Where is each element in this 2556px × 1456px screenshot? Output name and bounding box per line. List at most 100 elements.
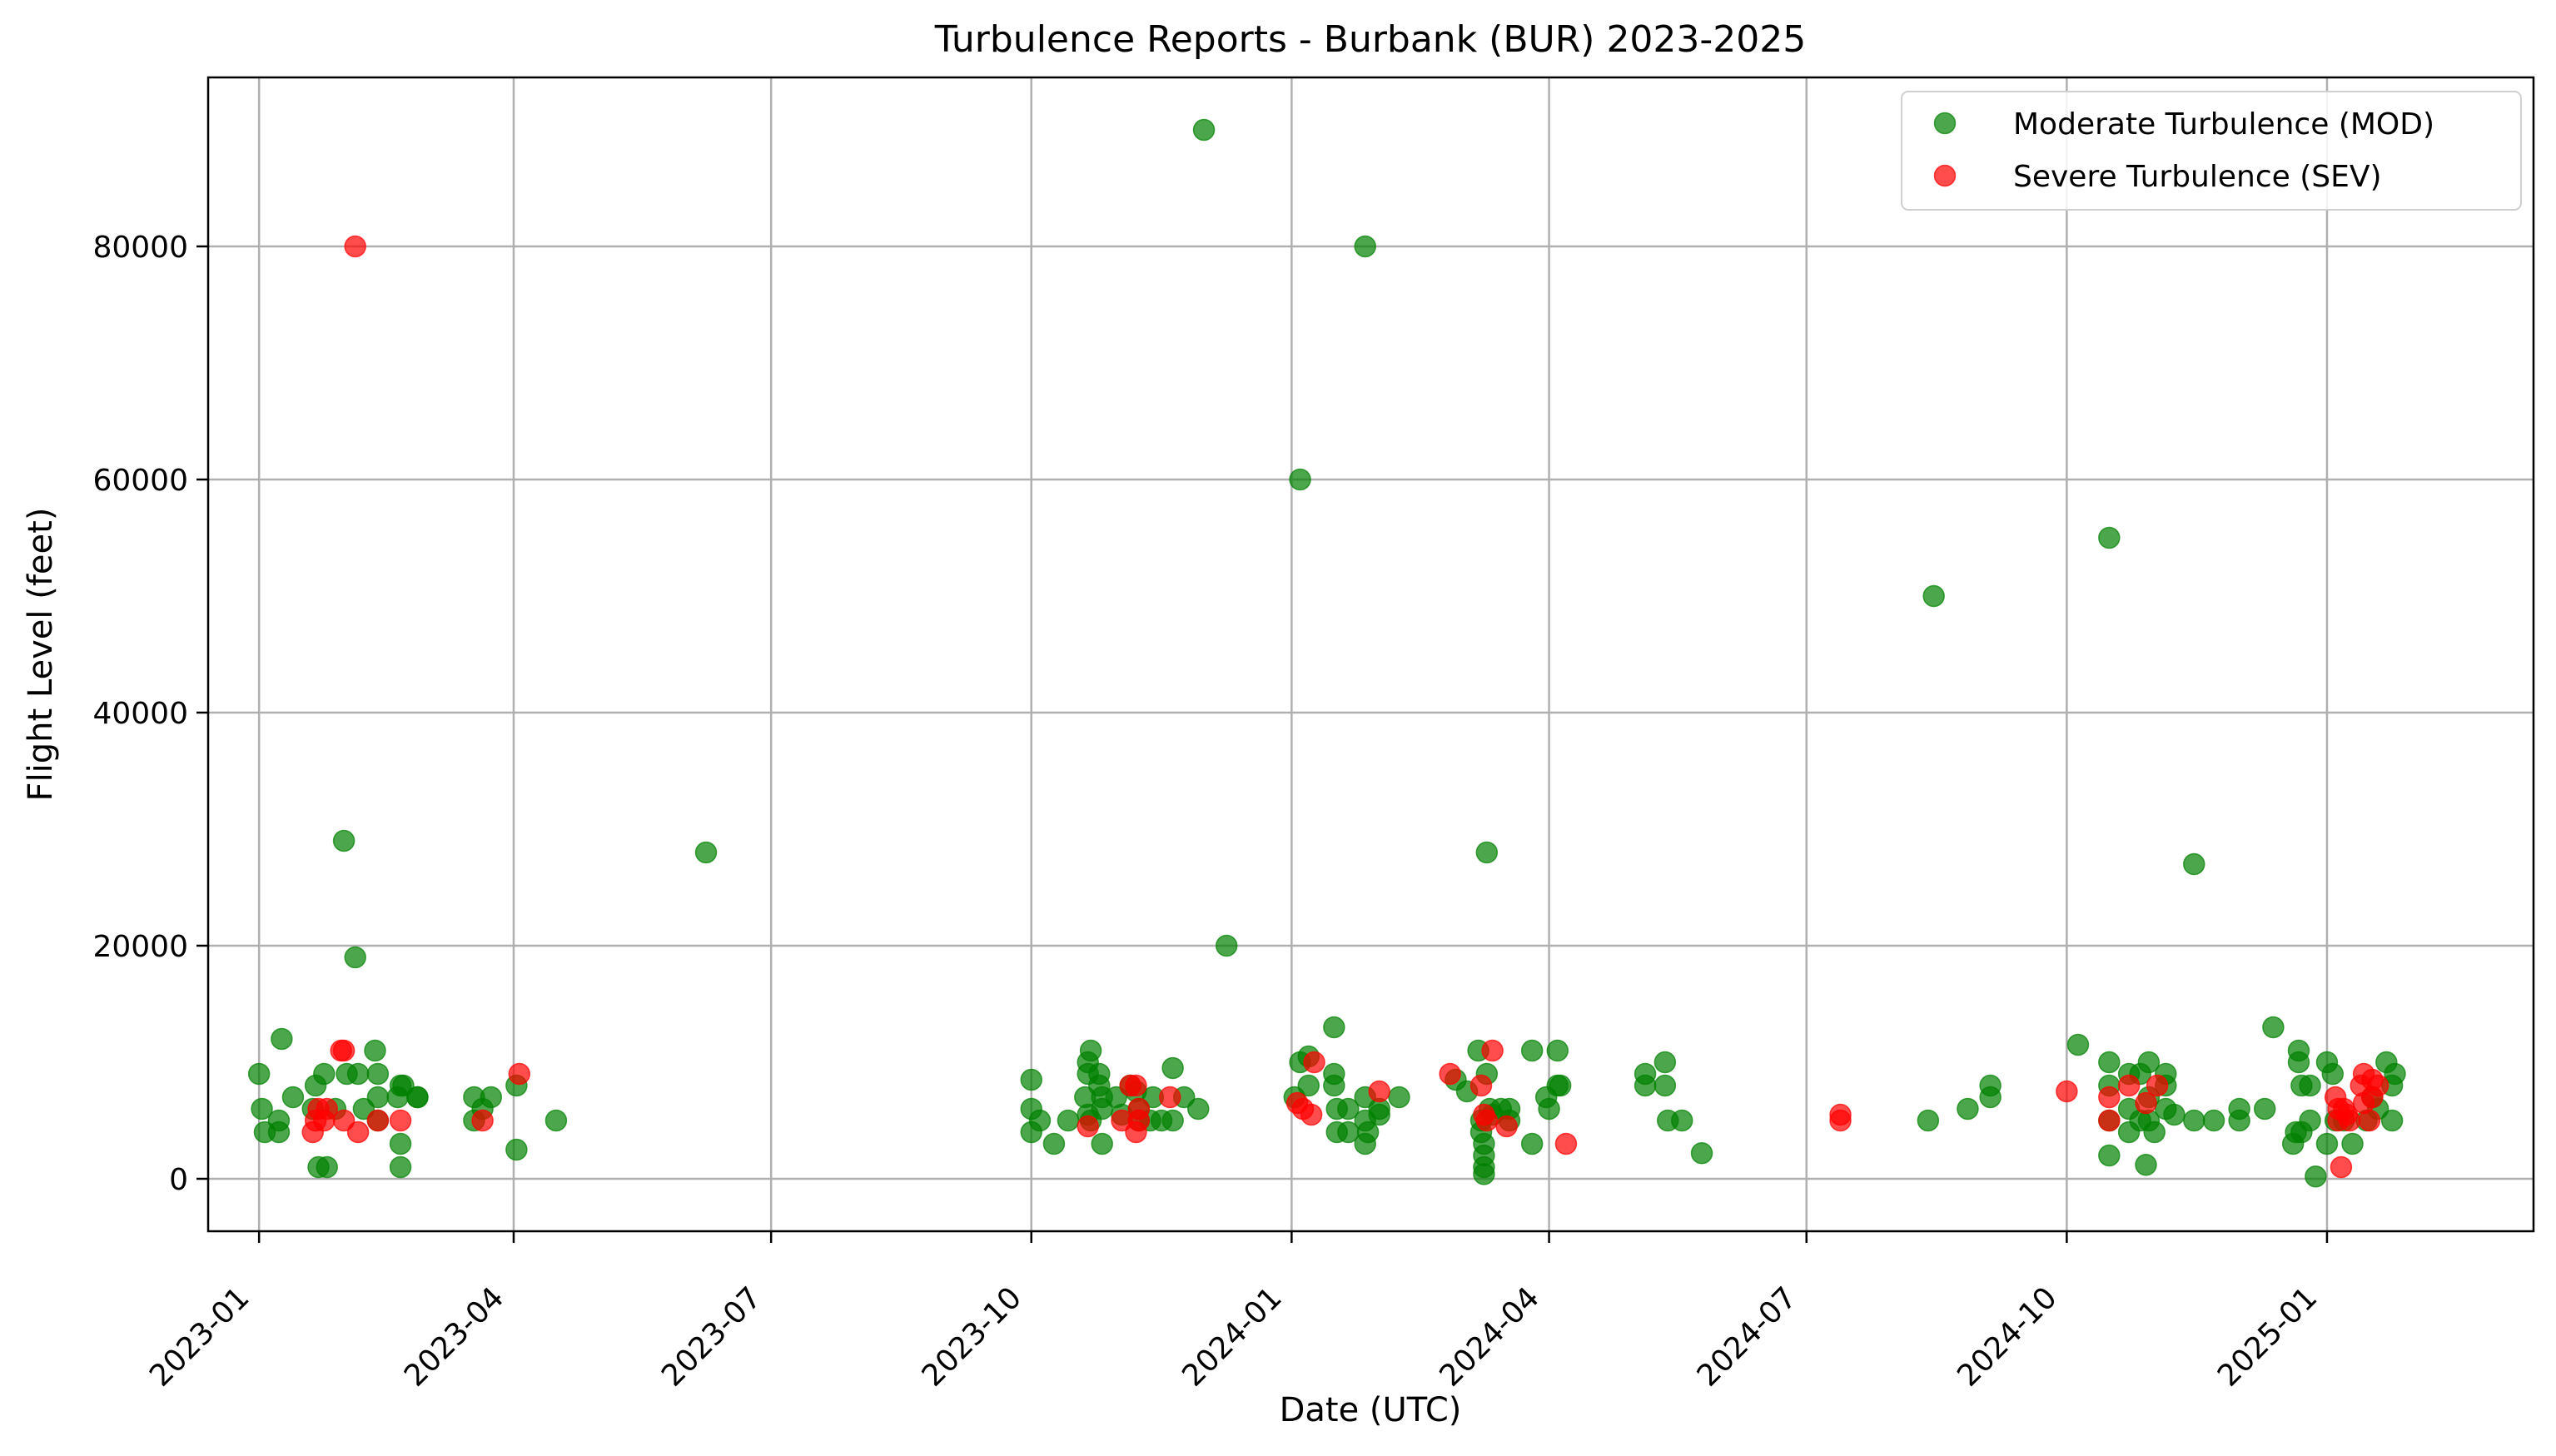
data-point	[2098, 1144, 2121, 1167]
data-point	[1215, 934, 1238, 957]
x-axis-label: Date (UTC)	[1280, 1391, 1462, 1429]
data-point	[1922, 584, 1945, 608]
data-point	[1538, 1097, 1560, 1121]
data-point	[2380, 1109, 2404, 1132]
data-point	[1469, 1074, 1493, 1097]
data-point	[332, 1039, 356, 1062]
data-point	[545, 1109, 568, 1132]
data-point	[1634, 1074, 1657, 1097]
data-point	[1475, 1109, 1499, 1132]
data-point	[271, 1027, 293, 1051]
data-point	[1057, 1109, 1080, 1132]
data-point	[1354, 235, 1376, 258]
data-point	[471, 1109, 494, 1132]
data-point	[1829, 1109, 1852, 1132]
data-point	[346, 1121, 370, 1144]
data-point	[1549, 1074, 1572, 1097]
data-point	[1161, 1056, 1184, 1080]
data-point	[2146, 1074, 2169, 1097]
data-point	[1495, 1115, 1518, 1138]
y-tick-label: 0	[169, 1163, 188, 1197]
data-point	[1554, 1132, 1578, 1155]
data-point	[247, 1062, 271, 1086]
data-point	[2098, 1086, 2121, 1109]
data-point	[2262, 1016, 2285, 1039]
data-point	[2228, 1109, 2250, 1132]
data-point	[1323, 1016, 1345, 1039]
legend-box	[1901, 91, 2522, 211]
data-point	[1690, 1141, 1713, 1165]
y-axis-label: Flight Level (feet)	[22, 508, 60, 802]
data-point	[2098, 526, 2121, 549]
data-point	[251, 1097, 273, 1121]
data-point	[508, 1062, 531, 1086]
data-point	[1323, 1074, 1345, 1097]
chart-title: Turbulence Reports - Burbank (BUR) 2023-…	[934, 18, 1807, 61]
data-point	[366, 1062, 390, 1086]
data-point	[366, 1086, 390, 1109]
plot-frame	[206, 76, 2535, 1233]
data-point	[313, 1062, 336, 1086]
y-tick-label: 20000	[92, 930, 188, 964]
data-point	[2315, 1132, 2339, 1155]
data-point	[1186, 1097, 1210, 1121]
y-tick-label: 40000	[92, 697, 188, 731]
data-point	[1192, 118, 1216, 142]
data-point	[1337, 1097, 1360, 1121]
data-point	[316, 1097, 338, 1121]
data-point	[1917, 1109, 1940, 1132]
data-point	[366, 1109, 390, 1132]
data-point	[2137, 1051, 2161, 1074]
data-point	[1388, 1086, 1410, 1109]
data-point	[1473, 1163, 1495, 1185]
data-point	[1077, 1115, 1099, 1138]
data-point	[389, 1109, 412, 1132]
data-point	[389, 1155, 412, 1179]
data-point	[281, 1086, 305, 1109]
data-point	[2056, 1080, 2078, 1103]
data-point	[2338, 1109, 2361, 1132]
data-point	[1546, 1039, 1569, 1062]
data-point	[2143, 1121, 2166, 1144]
data-point	[2253, 1097, 2276, 1121]
data-point	[1356, 1121, 1380, 1144]
data-point	[2135, 1153, 2157, 1176]
data-point	[1159, 1086, 1181, 1109]
data-point	[2358, 1109, 2381, 1132]
data-point	[1303, 1051, 1325, 1074]
data-point	[1520, 1039, 1544, 1062]
legend-label: Moderate Turbulence (MOD)	[2013, 107, 2434, 142]
data-point	[1289, 468, 1311, 491]
data-point	[2299, 1074, 2321, 1097]
data-point	[1091, 1132, 1113, 1155]
data-point	[2330, 1155, 2353, 1179]
data-point	[2366, 1074, 2389, 1097]
data-point	[364, 1039, 386, 1062]
data-point	[2287, 1051, 2310, 1074]
data-point	[2321, 1062, 2345, 1086]
legend-marker	[1933, 112, 1957, 135]
data-point	[1671, 1109, 1693, 1132]
data-point	[2183, 1109, 2205, 1132]
data-point	[406, 1086, 429, 1109]
data-point	[389, 1132, 412, 1155]
data-point	[1079, 1039, 1102, 1062]
data-point	[1520, 1132, 1544, 1155]
data-point	[316, 1155, 338, 1179]
legend-label: Severe Turbulence (SEV)	[2013, 160, 2382, 194]
data-point	[505, 1138, 528, 1161]
data-point	[2202, 1109, 2225, 1132]
data-point	[1300, 1103, 1323, 1126]
data-point	[1439, 1062, 1461, 1086]
data-point	[346, 1062, 370, 1086]
data-point	[2066, 1033, 2090, 1056]
data-point	[2299, 1109, 2321, 1132]
data-point	[1020, 1068, 1043, 1091]
data-point	[2384, 1062, 2406, 1086]
data-point	[1028, 1109, 1052, 1132]
data-point	[1979, 1086, 2002, 1109]
legend-marker	[1933, 164, 1957, 187]
data-point	[332, 829, 356, 852]
y-tick-label: 60000	[92, 464, 188, 498]
